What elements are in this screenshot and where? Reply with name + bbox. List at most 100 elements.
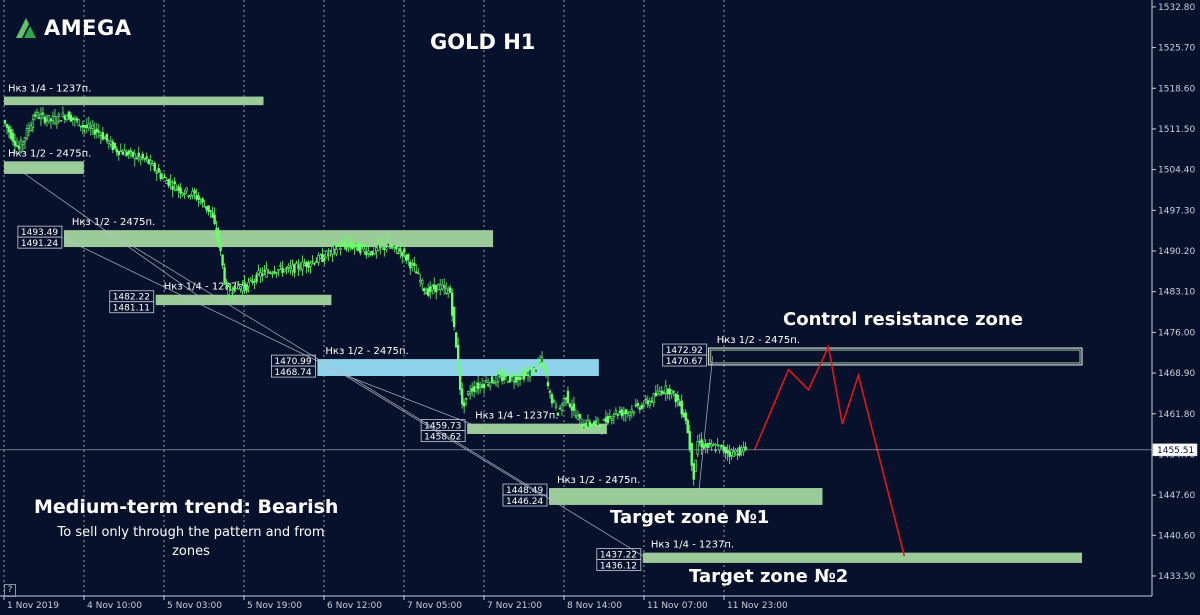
candle-body (249, 278, 252, 281)
candle-body (331, 246, 334, 255)
candle-body (279, 264, 282, 267)
candle-body (450, 292, 454, 316)
connector-line (343, 372, 644, 557)
level-zone-0 (4, 96, 264, 106)
level-low-price-2: 1491.24 (21, 239, 58, 249)
candle-body (582, 426, 586, 429)
candle-body (125, 151, 128, 156)
candle-body (516, 376, 520, 380)
candle-body (472, 386, 476, 392)
candle-body (239, 286, 242, 290)
candle-body (654, 392, 657, 397)
candle-body (708, 442, 711, 445)
candle-body (584, 423, 588, 428)
candle-body (109, 140, 113, 145)
candle-body (656, 390, 659, 394)
candle-body (548, 390, 552, 393)
candle-body (59, 120, 63, 122)
candle-body (203, 205, 206, 208)
candle-body (67, 111, 71, 120)
candle-body (413, 262, 416, 267)
connector-line (123, 240, 544, 497)
level-low-price-4: 1468.74 (274, 368, 311, 378)
candle-body (460, 388, 464, 405)
candle-body (119, 150, 122, 152)
candle-body (502, 373, 506, 381)
candle-body (512, 380, 516, 383)
candle-body (568, 403, 572, 408)
candle-body (137, 152, 140, 157)
candle-body (311, 261, 314, 263)
candle-body (257, 270, 260, 275)
level-zone-1 (4, 161, 84, 174)
candle-body (624, 409, 628, 415)
candle-body (602, 419, 606, 422)
candle-body (355, 242, 358, 245)
candle-body (49, 118, 53, 122)
candle-body (265, 269, 268, 278)
candle-body (524, 371, 528, 374)
y-tick-label: 1518.60 (1158, 84, 1195, 94)
level-low-price-3: 1481.11 (113, 304, 150, 314)
candle-body (73, 117, 77, 120)
candle-body (321, 253, 324, 263)
candle-body (458, 368, 462, 390)
candle-body (598, 424, 602, 426)
candle-body (93, 129, 97, 135)
candle-body (660, 390, 663, 394)
candle-body (39, 114, 43, 119)
candle-body (496, 373, 500, 382)
candle-body (668, 388, 671, 395)
candle-body (111, 141, 115, 151)
candle-body (393, 244, 396, 248)
candle-body (345, 245, 348, 250)
candle-body (694, 459, 697, 472)
candle-body (494, 375, 498, 383)
candle-body (720, 444, 723, 447)
candle-body (145, 156, 148, 159)
candle-body (263, 270, 266, 272)
level-low-box-6 (502, 494, 548, 507)
candle-body (427, 288, 430, 296)
candle-body (251, 280, 254, 283)
candle-body (273, 271, 276, 274)
current-price: 1455.51 (0, 443, 1198, 457)
candle-body (680, 400, 683, 415)
candle-body (560, 404, 564, 411)
candle-body (662, 392, 665, 394)
candle-body (161, 177, 164, 179)
candle-body (363, 248, 366, 252)
candle-body (600, 428, 604, 430)
candle-body (385, 247, 388, 250)
y-tick-label: 1532.80 (1158, 3, 1195, 13)
candle-body (710, 444, 713, 447)
candle-body (361, 244, 364, 248)
candle-body (171, 186, 174, 190)
candle-body (147, 159, 150, 164)
candle-body (546, 381, 550, 387)
amega-logo: AMEGA (14, 16, 131, 40)
candle-body (371, 250, 374, 256)
candle-body (297, 264, 300, 269)
candle-body (532, 366, 536, 369)
candle-body (9, 129, 13, 139)
candle-body (341, 243, 344, 246)
candle-body (540, 356, 544, 363)
candle-body (417, 272, 420, 275)
level-low-box-8 (662, 354, 708, 367)
y-tick-label: 1476.00 (1158, 328, 1195, 338)
candle-body (277, 268, 280, 272)
candle-body (189, 194, 192, 197)
candle-body (658, 391, 661, 395)
candle-body (113, 142, 116, 149)
candle-body (542, 363, 546, 369)
level-low-box-4 (271, 365, 316, 378)
candle-body (431, 285, 434, 291)
candle-body (103, 137, 107, 140)
amega-logo-icon (16, 18, 36, 38)
candle-body (143, 158, 146, 160)
help-icon[interactable]: ? (4, 584, 16, 597)
price-series (3, 106, 747, 486)
candle-body (41, 112, 45, 115)
candle-body (682, 412, 685, 418)
